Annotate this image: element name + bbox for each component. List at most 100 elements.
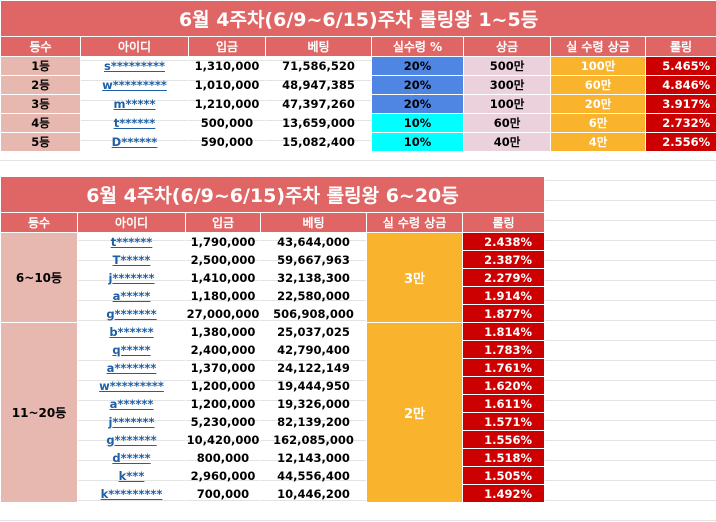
user-id-link[interactable]: k********* bbox=[77, 484, 186, 503]
actual-prize-cell: 20만 bbox=[550, 94, 646, 114]
column-header: 베팅 bbox=[260, 212, 367, 233]
user-id-link[interactable]: w********* bbox=[80, 75, 189, 95]
deposit-cell: 27,000,000 bbox=[185, 304, 261, 323]
table-row: a***** 1,180,000 22,580,000 1.914% bbox=[1, 286, 546, 305]
prize-cell: 300만 bbox=[463, 75, 551, 95]
actual-prize-cell: 60만 bbox=[550, 75, 646, 95]
table-row: d***** 800,000 12,143,000 1.518% bbox=[1, 448, 546, 467]
bet-cell: 42,790,400 bbox=[260, 340, 367, 359]
deposit-cell: 1,370,000 bbox=[185, 358, 261, 377]
user-id-link[interactable]: T***** bbox=[77, 250, 186, 269]
bet-cell: 48,947,385 bbox=[265, 75, 372, 95]
user-id-link[interactable]: t****** bbox=[80, 113, 189, 133]
column-header: 상금 bbox=[463, 36, 551, 57]
top5-title: 6월 4주차(6/9~6/15)주차 롤링왕 1~5등 bbox=[0, 0, 716, 37]
bet-cell: 82,139,200 bbox=[260, 412, 367, 431]
table-row: k********* 700,000 10,446,200 1.492% bbox=[1, 484, 546, 503]
column-header: 입금 bbox=[188, 36, 266, 57]
deposit-cell: 2,400,000 bbox=[185, 340, 261, 359]
rolling-cell: 2.556% bbox=[644, 132, 716, 152]
payout-percent-cell: 20% bbox=[371, 56, 464, 76]
payout-percent-cell: 10% bbox=[371, 132, 464, 152]
user-id-link[interactable]: d***** bbox=[77, 448, 186, 467]
deposit-cell: 1,790,000 bbox=[185, 232, 261, 251]
prize-cell: 100만 bbox=[463, 94, 551, 114]
user-id-link[interactable]: g******* bbox=[77, 304, 186, 323]
column-header: 롤링 bbox=[461, 212, 546, 233]
top5-header-row: 등수 아이디 입금 베팅 실수령 % 상금 실 수령 상금 롤링 bbox=[0, 36, 716, 57]
deposit-cell: 5,230,000 bbox=[185, 412, 261, 431]
bet-cell: 43,644,000 bbox=[260, 232, 367, 251]
actual-prize-cell: 100만 bbox=[550, 56, 646, 76]
payout-percent-cell: 20% bbox=[371, 75, 464, 95]
deposit-cell: 500,000 bbox=[188, 113, 266, 133]
user-id-link[interactable]: m***** bbox=[80, 94, 189, 114]
column-header: 실 수령 상금 bbox=[550, 36, 646, 57]
deposit-cell: 1,310,000 bbox=[188, 56, 266, 76]
bet-cell: 44,556,400 bbox=[260, 466, 367, 485]
table-row: w********* 1,200,000 19,444,950 1.620% bbox=[1, 376, 546, 395]
rolling-cell: 1.556% bbox=[461, 430, 546, 449]
user-id-link[interactable]: t****** bbox=[77, 232, 186, 251]
user-id-link[interactable]: w********* bbox=[77, 376, 186, 395]
deposit-cell: 2,500,000 bbox=[185, 250, 261, 269]
prize-cell: 500만 bbox=[463, 56, 551, 76]
bet-cell: 19,326,000 bbox=[260, 394, 367, 413]
column-header: 아이디 bbox=[80, 36, 189, 57]
user-id-link[interactable]: s********* bbox=[80, 56, 189, 76]
rolling-cell: 1.492% bbox=[461, 484, 546, 503]
table-row: 5등 D****** 590,000 15,082,400 10% 40만 4만 2.556% bbox=[0, 132, 716, 152]
user-id-link[interactable]: a***** bbox=[77, 286, 186, 305]
column-header: 등수 bbox=[0, 36, 81, 57]
deposit-cell: 700,000 bbox=[185, 484, 261, 503]
table-row: 2등 w********* 1,010,000 48,947,385 20% 300만 60… bbox=[0, 75, 716, 95]
column-header: 베팅 bbox=[265, 36, 372, 57]
rank-cell: 2등 bbox=[0, 75, 81, 95]
user-id-link[interactable]: D****** bbox=[80, 132, 189, 152]
rolling-cell: 1.814% bbox=[461, 322, 546, 341]
user-id-link[interactable]: q***** bbox=[77, 340, 186, 359]
rank6to20-table: 6월 4주차(6/9~6/15)주차 롤링왕 6~20등 등수 아이디 입금 베팅 실 … bbox=[0, 176, 546, 503]
user-id-link[interactable]: a******* bbox=[77, 358, 186, 377]
table-row: 6~10등 t****** 1,790,000 43,644,000 3만 2.438% bbox=[0, 232, 546, 323]
bet-cell: 25,037,025 bbox=[260, 322, 367, 341]
user-id-link[interactable]: g******* bbox=[77, 430, 186, 449]
deposit-cell: 800,000 bbox=[185, 448, 261, 467]
actual-prize-cell: 4만 bbox=[550, 132, 646, 152]
user-id-link[interactable]: j******* bbox=[77, 268, 186, 287]
user-id-link[interactable]: k*** bbox=[77, 466, 186, 485]
rolling-cell: 2.387% bbox=[461, 250, 546, 269]
table-row: k*** 2,960,000 44,556,400 1.505% bbox=[1, 466, 546, 485]
column-header: 실수령 % bbox=[371, 36, 464, 57]
bet-cell: 13,659,000 bbox=[265, 113, 372, 133]
rolling-cell: 1.518% bbox=[461, 448, 546, 467]
rolling-cell: 1.761% bbox=[461, 358, 546, 377]
rank6to20-title: 6월 4주차(6/9~6/15)주차 롤링왕 6~20등 bbox=[0, 176, 546, 213]
user-id-link[interactable]: a****** bbox=[77, 394, 186, 413]
deposit-cell: 590,000 bbox=[188, 132, 266, 152]
prize-cell: 40만 bbox=[463, 132, 551, 152]
table-row: 4등 t****** 500,000 13,659,000 10% 60만 6만 2.732% bbox=[0, 113, 716, 133]
bet-cell: 32,138,300 bbox=[260, 268, 367, 287]
user-id-link[interactable]: b****** bbox=[77, 322, 186, 341]
group-prize-cell: 2만 bbox=[366, 322, 463, 503]
table-row: g******* 27,000,000 506,908,000 1.877% bbox=[1, 304, 546, 323]
bet-cell: 19,444,950 bbox=[260, 376, 367, 395]
column-header: 실 수령 상금 bbox=[366, 212, 463, 233]
deposit-cell: 1,210,000 bbox=[188, 94, 266, 114]
deposit-cell: 1,200,000 bbox=[185, 376, 261, 395]
payout-percent-cell: 20% bbox=[371, 94, 464, 114]
deposit-cell: 10,420,000 bbox=[185, 430, 261, 449]
rolling-cell: 2.438% bbox=[461, 232, 546, 251]
table-row: j******* 5,230,000 82,139,200 1.571% bbox=[1, 412, 546, 431]
rank-cell: 5등 bbox=[0, 132, 81, 152]
actual-prize-cell: 6만 bbox=[550, 113, 646, 133]
table-row: g******* 10,420,000 162,085,000 1.556% bbox=[1, 430, 546, 449]
user-id-link[interactable]: j******* bbox=[77, 412, 186, 431]
group-prize-cell: 3만 bbox=[366, 232, 463, 323]
table-row: 11~20등 b****** 1,380,000 25,037,025 2만 1.814% bbox=[0, 322, 546, 503]
rolling-cell: 1.877% bbox=[461, 304, 546, 323]
rank-cell: 3등 bbox=[0, 94, 81, 114]
rolling-cell: 1.571% bbox=[461, 412, 546, 431]
bet-cell: 506,908,000 bbox=[260, 304, 367, 323]
